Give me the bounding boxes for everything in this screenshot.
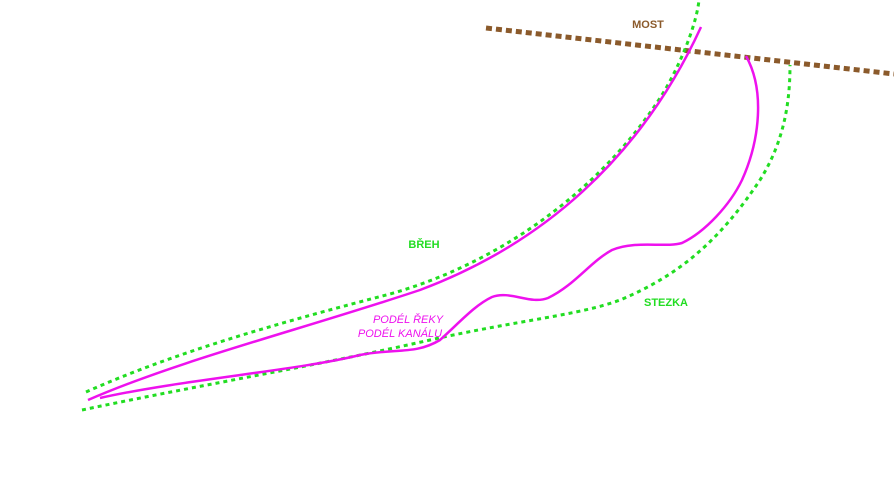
route-line [87, 26, 703, 402]
bridge-label: MOST [632, 19, 664, 31]
bank-label: BŘEH [408, 238, 439, 251]
bank-line-upper [85, 0, 701, 394]
route-label-line2: PODÉL KANÁLU [358, 327, 442, 340]
path-line-lower [81, 64, 792, 412]
path-label: STEZKA [644, 297, 688, 309]
route-label-line1: PODÉL ŘEKY [373, 313, 444, 326]
route-line-loop [99, 55, 760, 400]
